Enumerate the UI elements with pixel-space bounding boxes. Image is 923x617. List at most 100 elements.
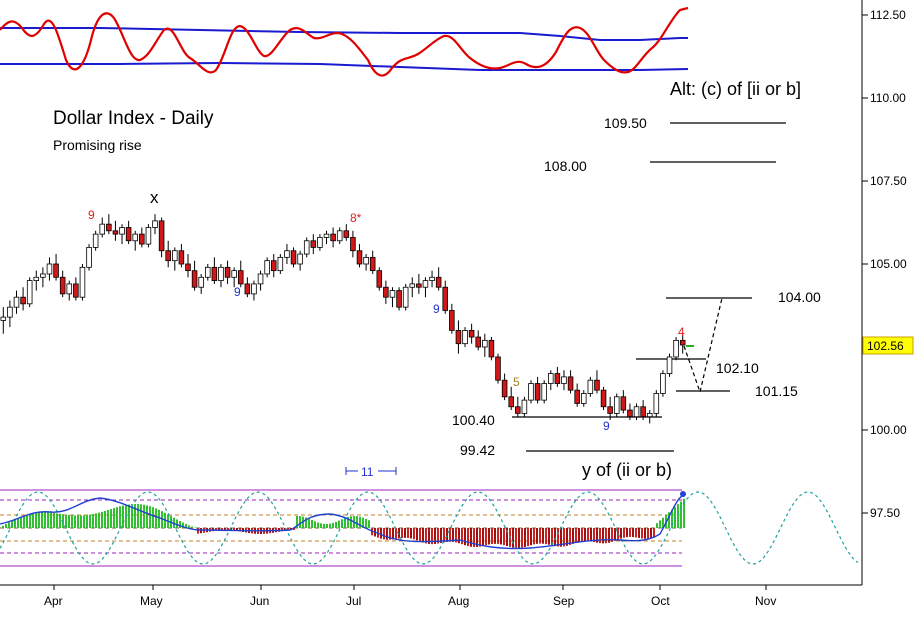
candle <box>297 250 303 271</box>
y-tick: 100.00 <box>862 423 907 437</box>
candle-body <box>244 283 251 295</box>
histogram-bar <box>191 526 193 528</box>
candle <box>0 307 7 334</box>
count-labels: 9 9 8* 9 5 9 4 <box>88 208 685 433</box>
candle-body <box>145 227 152 245</box>
histogram-bar <box>641 528 643 539</box>
histogram-bar <box>122 505 124 528</box>
candle <box>92 230 99 251</box>
candle-body <box>587 379 594 394</box>
wave-label-y: y of (ii or b) <box>582 460 672 480</box>
x-tick-label: Apr <box>44 594 63 608</box>
x-tick: Oct <box>651 585 670 608</box>
candle <box>660 370 666 397</box>
histogram-bar <box>515 528 517 548</box>
candle-body <box>40 273 46 278</box>
candle-body <box>633 406 640 418</box>
candle-body <box>53 263 59 278</box>
histogram-bar <box>485 528 487 546</box>
histogram-bar <box>65 514 67 528</box>
histogram-bar <box>95 513 97 528</box>
histogram-bar <box>413 528 415 540</box>
histogram-bar <box>674 506 676 528</box>
histogram-bar <box>521 528 523 548</box>
candle <box>290 247 297 268</box>
candle <box>402 283 409 311</box>
candle-body <box>59 276 66 295</box>
candle-body <box>429 276 435 281</box>
candle-body <box>396 290 402 308</box>
candle <box>317 234 323 251</box>
candle-body <box>600 389 607 408</box>
histogram-bar <box>314 521 316 528</box>
histogram-bar <box>236 528 238 531</box>
histogram-bar <box>563 528 565 547</box>
candle <box>620 390 627 414</box>
candle <box>205 264 211 281</box>
candle <box>264 257 270 278</box>
candle <box>66 280 73 301</box>
histogram-bar <box>98 512 100 528</box>
histogram-bar <box>545 528 547 545</box>
histogram-bar <box>524 528 526 547</box>
candle-body <box>79 266 86 298</box>
indicator-line <box>0 495 683 550</box>
histogram-bar <box>410 528 412 539</box>
candle <box>501 373 508 401</box>
candle <box>554 366 561 387</box>
histogram-bar <box>512 528 514 548</box>
candle <box>449 303 455 334</box>
candle-body <box>541 383 547 401</box>
candle <box>7 300 13 328</box>
candle-body <box>317 237 323 248</box>
histogram-bar <box>473 528 475 548</box>
histogram-bar <box>332 522 334 528</box>
candle-body <box>310 240 317 248</box>
candle <box>185 254 191 278</box>
histogram-bar <box>482 528 484 546</box>
candle-body <box>73 283 79 298</box>
y-ticks: 112.50 110.00 107.50 105.00 100.00 97.50 <box>862 8 907 520</box>
histogram-bar <box>398 528 400 539</box>
histogram-bar <box>161 511 163 528</box>
candle-body <box>640 406 646 418</box>
histogram-bar <box>185 524 187 528</box>
candle-body <box>152 220 158 228</box>
candle <box>363 254 369 271</box>
histogram-bar <box>437 528 439 544</box>
histogram-bar <box>548 528 550 545</box>
candle-body <box>416 283 422 288</box>
candle <box>613 393 620 417</box>
histogram-bar <box>308 518 310 528</box>
candle <box>277 254 284 274</box>
histogram-bar <box>539 528 541 544</box>
candle <box>303 237 310 258</box>
histogram-bar <box>443 528 445 543</box>
histogram-bars <box>2 498 685 548</box>
candle-body <box>574 389 580 404</box>
candle-body <box>172 250 178 262</box>
candle-body <box>679 339 686 346</box>
x-ticks: Apr May Jun Jul Aug Sep Oct Nov <box>44 585 776 608</box>
candle-body <box>33 276 40 281</box>
histogram-bar <box>566 528 568 546</box>
histogram-bar <box>296 516 298 528</box>
candle <box>231 267 237 288</box>
candle-body <box>290 250 297 265</box>
level-label-108-00: 108.00 <box>544 158 587 174</box>
candle-body <box>389 290 396 298</box>
histogram-bar <box>593 528 595 543</box>
candle-body <box>521 399 528 414</box>
candle-body <box>284 250 290 258</box>
x-tick: Apr <box>44 585 63 608</box>
histogram-bar <box>533 528 535 545</box>
level-label-104-00: 104.00 <box>778 289 821 305</box>
candle-body <box>92 233 99 248</box>
candle <box>152 214 158 235</box>
candle-body <box>561 376 567 384</box>
histogram-bar <box>479 528 481 547</box>
histogram-bar <box>287 528 289 531</box>
candle-body <box>409 283 416 288</box>
histogram-bar <box>131 504 133 528</box>
candle-body <box>369 256 376 272</box>
